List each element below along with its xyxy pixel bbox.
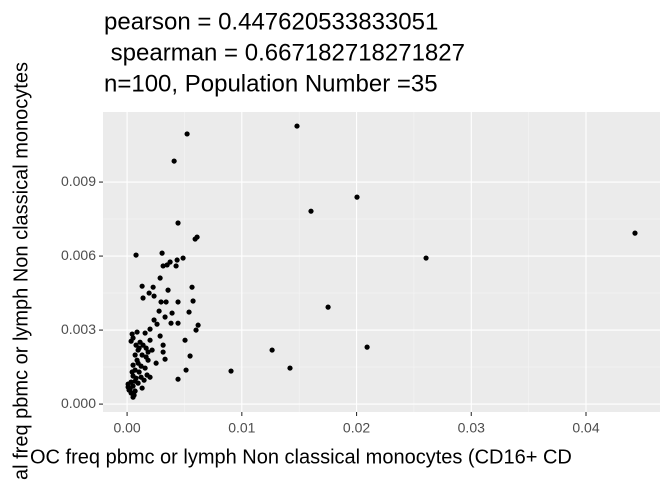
point <box>294 123 300 129</box>
point <box>139 352 145 358</box>
point <box>364 344 370 350</box>
point <box>130 362 136 368</box>
y-tick-label: 0.000 <box>61 395 96 411</box>
point <box>195 322 201 328</box>
point <box>132 388 138 394</box>
y-tick-label: 0.006 <box>61 247 96 263</box>
point <box>133 252 139 258</box>
point <box>128 338 134 344</box>
y-tick-label: 0.003 <box>61 321 96 337</box>
point <box>308 208 314 214</box>
point <box>163 299 169 305</box>
point <box>143 354 149 360</box>
point <box>190 298 196 304</box>
point <box>141 377 147 383</box>
title-line: pearson = 0.447620533833051 <box>104 8 438 35</box>
point <box>125 381 131 387</box>
point <box>150 284 156 290</box>
point <box>632 230 638 236</box>
point <box>160 342 166 348</box>
point <box>165 287 171 293</box>
point <box>186 309 192 315</box>
point <box>168 320 174 326</box>
point <box>139 385 145 391</box>
point <box>175 299 181 305</box>
point <box>164 262 170 268</box>
point <box>180 255 186 261</box>
point <box>154 321 160 327</box>
x-tick-label: 0.03 <box>458 420 485 436</box>
point <box>157 333 163 339</box>
point <box>171 158 177 164</box>
point <box>183 367 189 373</box>
point <box>151 293 157 299</box>
title-line: spearman = 0.667182718271827 <box>104 39 465 66</box>
point <box>132 378 138 384</box>
point <box>354 194 360 200</box>
point <box>162 314 168 320</box>
y-axis-title: al freq pbmc or lymph Non classical mono… <box>10 62 32 480</box>
title-line: n=100, Population Number =35 <box>104 70 438 97</box>
y-tick-label: 0.009 <box>61 173 96 189</box>
point <box>174 257 180 263</box>
point <box>151 317 157 323</box>
point <box>158 299 164 305</box>
x-tick-label: 0.04 <box>572 420 599 436</box>
point <box>153 360 159 366</box>
point <box>192 236 198 242</box>
point <box>156 308 162 314</box>
point <box>184 131 190 137</box>
point <box>147 337 153 343</box>
point <box>175 376 181 382</box>
point <box>146 290 152 296</box>
point <box>147 374 153 380</box>
point <box>175 320 181 326</box>
point <box>129 369 135 375</box>
point <box>159 250 165 256</box>
point <box>182 337 188 343</box>
point <box>193 327 199 333</box>
point <box>160 349 166 355</box>
point <box>136 369 142 375</box>
panel <box>103 112 660 412</box>
point <box>228 368 234 374</box>
point <box>145 349 151 355</box>
point <box>127 386 133 392</box>
point <box>129 331 135 337</box>
point <box>143 345 149 351</box>
point <box>134 329 140 335</box>
point <box>160 263 166 269</box>
x-axis-title: OC freq pbmc or lymph Non classical mono… <box>30 446 572 468</box>
point <box>140 295 146 301</box>
point <box>138 363 144 369</box>
point <box>142 330 148 336</box>
point <box>130 394 136 400</box>
point <box>269 347 275 353</box>
point <box>147 326 153 332</box>
x-tick-label: 0.02 <box>343 420 370 436</box>
x-tick-label: 0.01 <box>228 420 255 436</box>
point <box>157 275 163 281</box>
point <box>169 310 175 316</box>
point <box>189 284 195 290</box>
point <box>132 352 138 358</box>
point <box>287 365 293 371</box>
point <box>136 345 142 351</box>
point <box>134 357 140 363</box>
point <box>149 347 155 353</box>
point <box>173 263 179 269</box>
point <box>139 283 145 289</box>
point <box>423 255 429 261</box>
point <box>142 365 148 371</box>
x-tick-label: 0.00 <box>113 420 140 436</box>
point <box>175 220 181 226</box>
point <box>187 353 193 359</box>
point <box>162 356 168 362</box>
point <box>325 304 331 310</box>
